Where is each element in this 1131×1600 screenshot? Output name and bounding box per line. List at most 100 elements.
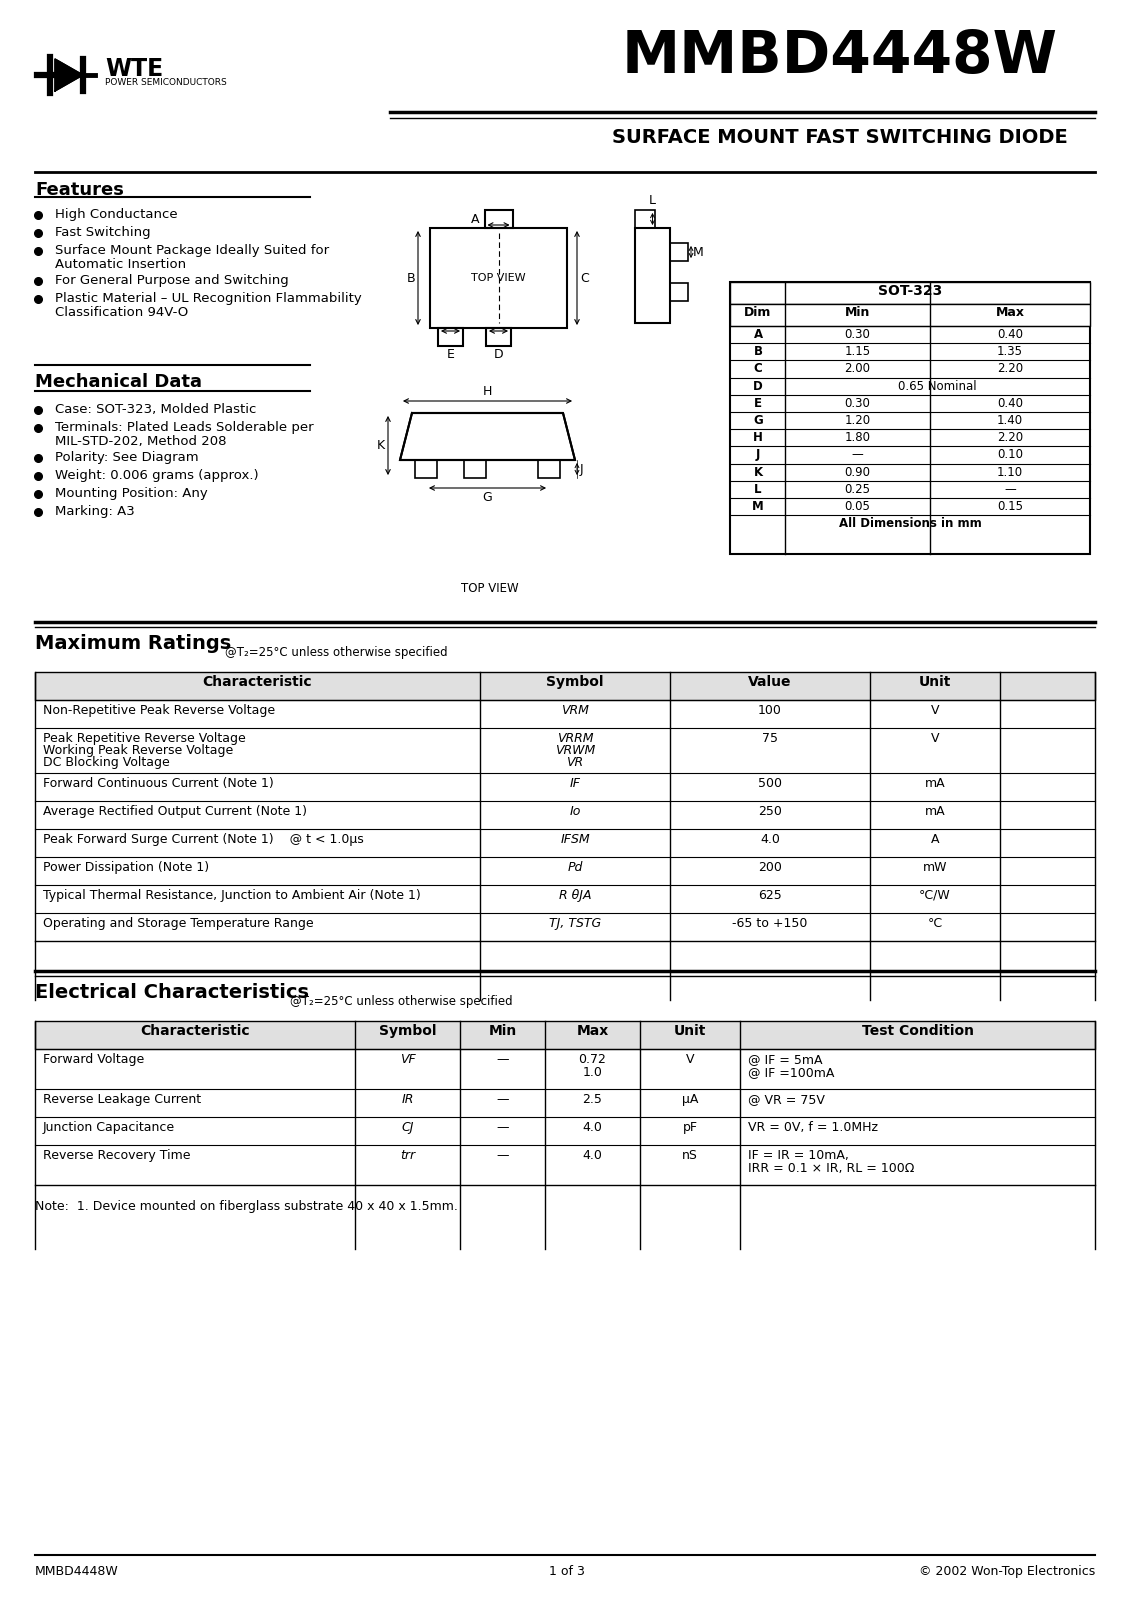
Text: °C: °C — [927, 917, 942, 930]
Text: Max: Max — [995, 306, 1025, 318]
Text: —: — — [497, 1149, 509, 1162]
Text: 4.0: 4.0 — [582, 1149, 603, 1162]
Text: mW: mW — [923, 861, 948, 874]
Text: 0.90: 0.90 — [845, 466, 871, 478]
Bar — [35, 1021, 1095, 1050]
Text: Pd: Pd — [568, 861, 582, 874]
Text: 0.15: 0.15 — [998, 499, 1024, 514]
Text: Peak Repetitive Reverse Voltage: Peak Repetitive Reverse Voltage — [43, 733, 245, 746]
Bar — [729, 282, 1090, 555]
Text: μA: μA — [682, 1093, 698, 1106]
Text: SURFACE MOUNT FAST SWITCHING DIODE: SURFACE MOUNT FAST SWITCHING DIODE — [612, 128, 1068, 147]
Text: Maximum Ratings: Maximum Ratings — [35, 634, 231, 653]
Text: 1.0: 1.0 — [582, 1066, 603, 1078]
Text: G: G — [753, 414, 763, 427]
Text: Non-Repetitive Peak Reverse Voltage: Non-Repetitive Peak Reverse Voltage — [43, 704, 275, 717]
Bar — [538, 461, 560, 478]
Text: @T₂=25°C unless otherwise specified: @T₂=25°C unless otherwise specified — [225, 646, 448, 659]
Text: Marking: A3: Marking: A3 — [55, 506, 135, 518]
Text: Characteristic: Characteristic — [140, 1024, 250, 1038]
Text: A: A — [470, 213, 480, 226]
Text: Forward Voltage: Forward Voltage — [43, 1053, 145, 1066]
Bar — [634, 210, 655, 227]
Bar — [35, 672, 1095, 701]
Polygon shape — [400, 413, 575, 461]
Text: Weight: 0.006 grams (approx.): Weight: 0.006 grams (approx.) — [55, 469, 259, 482]
Text: 100: 100 — [758, 704, 782, 717]
Text: 2.20: 2.20 — [996, 363, 1024, 376]
Text: R θJA: R θJA — [559, 890, 592, 902]
Text: H: H — [753, 430, 763, 445]
Text: 1.20: 1.20 — [845, 414, 871, 427]
Text: TOP VIEW: TOP VIEW — [472, 274, 526, 283]
Text: Case: SOT-323, Molded Plastic: Case: SOT-323, Molded Plastic — [55, 403, 257, 416]
Text: —: — — [852, 448, 863, 461]
Text: IF: IF — [570, 778, 580, 790]
Text: 2.20: 2.20 — [996, 430, 1024, 445]
Text: 0.65 Nominal: 0.65 Nominal — [898, 379, 977, 392]
Text: Reverse Leakage Current: Reverse Leakage Current — [43, 1093, 201, 1106]
Text: IR: IR — [402, 1093, 414, 1106]
Text: For General Purpose and Switching: For General Purpose and Switching — [55, 274, 288, 286]
Text: D: D — [494, 349, 503, 362]
Bar — [415, 461, 437, 478]
Text: Plastic Material – UL Recognition Flammability: Plastic Material – UL Recognition Flamma… — [55, 291, 362, 306]
Text: 1.40: 1.40 — [996, 414, 1024, 427]
Text: VR: VR — [567, 757, 584, 770]
Text: B: B — [753, 346, 762, 358]
Text: @ VR = 75V: @ VR = 75V — [748, 1093, 824, 1106]
Text: 0.05: 0.05 — [845, 499, 871, 514]
Text: 4.0: 4.0 — [760, 834, 780, 846]
Text: All Dimensions in mm: All Dimensions in mm — [838, 517, 982, 530]
Text: °C/W: °C/W — [920, 890, 951, 902]
Text: VRM: VRM — [561, 704, 589, 717]
Text: 200: 200 — [758, 861, 782, 874]
Text: —: — — [497, 1122, 509, 1134]
Text: Polarity: See Diagram: Polarity: See Diagram — [55, 451, 199, 464]
Text: D: D — [753, 379, 763, 392]
Text: Mounting Position: Any: Mounting Position: Any — [55, 486, 208, 499]
Text: K: K — [753, 466, 762, 478]
Bar — [670, 243, 688, 261]
Text: Terminals: Plated Leads Solderable per: Terminals: Plated Leads Solderable per — [55, 421, 313, 434]
Text: Min: Min — [489, 1024, 517, 1038]
Text: 0.10: 0.10 — [998, 448, 1024, 461]
Text: 75: 75 — [762, 733, 778, 746]
Text: TOP VIEW: TOP VIEW — [461, 582, 519, 595]
Bar — [729, 304, 1090, 326]
Text: Min: Min — [845, 306, 870, 318]
Text: L: L — [649, 194, 656, 206]
Text: VF: VF — [399, 1053, 415, 1066]
Text: Test Condition: Test Condition — [862, 1024, 974, 1038]
Text: A: A — [753, 328, 762, 341]
Text: 2.5: 2.5 — [582, 1093, 603, 1106]
Text: 1.35: 1.35 — [998, 346, 1024, 358]
Text: J: J — [756, 448, 760, 461]
Text: 0.30: 0.30 — [845, 397, 871, 410]
Text: —: — — [497, 1053, 509, 1066]
Text: VR = 0V, f = 1.0MHz: VR = 0V, f = 1.0MHz — [748, 1122, 878, 1134]
Text: 1 of 3: 1 of 3 — [549, 1565, 585, 1578]
Text: 0.40: 0.40 — [998, 397, 1024, 410]
Text: Max: Max — [577, 1024, 608, 1038]
Text: 500: 500 — [758, 778, 782, 790]
Text: Mechanical Data: Mechanical Data — [35, 373, 202, 390]
Text: IF = IR = 10mA,: IF = IR = 10mA, — [748, 1149, 849, 1162]
Text: 1.80: 1.80 — [845, 430, 871, 445]
Text: V: V — [685, 1053, 694, 1066]
Text: 250: 250 — [758, 805, 782, 818]
Text: Unit: Unit — [918, 675, 951, 690]
Text: MIL-STD-202, Method 208: MIL-STD-202, Method 208 — [55, 435, 226, 448]
Text: Value: Value — [749, 675, 792, 690]
Text: Io: Io — [569, 805, 580, 818]
Text: VRWM: VRWM — [555, 744, 595, 757]
Text: Junction Capacitance: Junction Capacitance — [43, 1122, 175, 1134]
Text: @ IF =100mA: @ IF =100mA — [748, 1066, 835, 1078]
Text: WTE: WTE — [105, 58, 163, 82]
Text: Electrical Characteristics: Electrical Characteristics — [35, 982, 309, 1002]
Text: Symbol: Symbol — [546, 675, 604, 690]
Text: Reverse Recovery Time: Reverse Recovery Time — [43, 1149, 190, 1162]
Text: TJ, TSTG: TJ, TSTG — [549, 917, 601, 930]
Text: K: K — [377, 438, 385, 451]
Text: M: M — [693, 245, 703, 259]
